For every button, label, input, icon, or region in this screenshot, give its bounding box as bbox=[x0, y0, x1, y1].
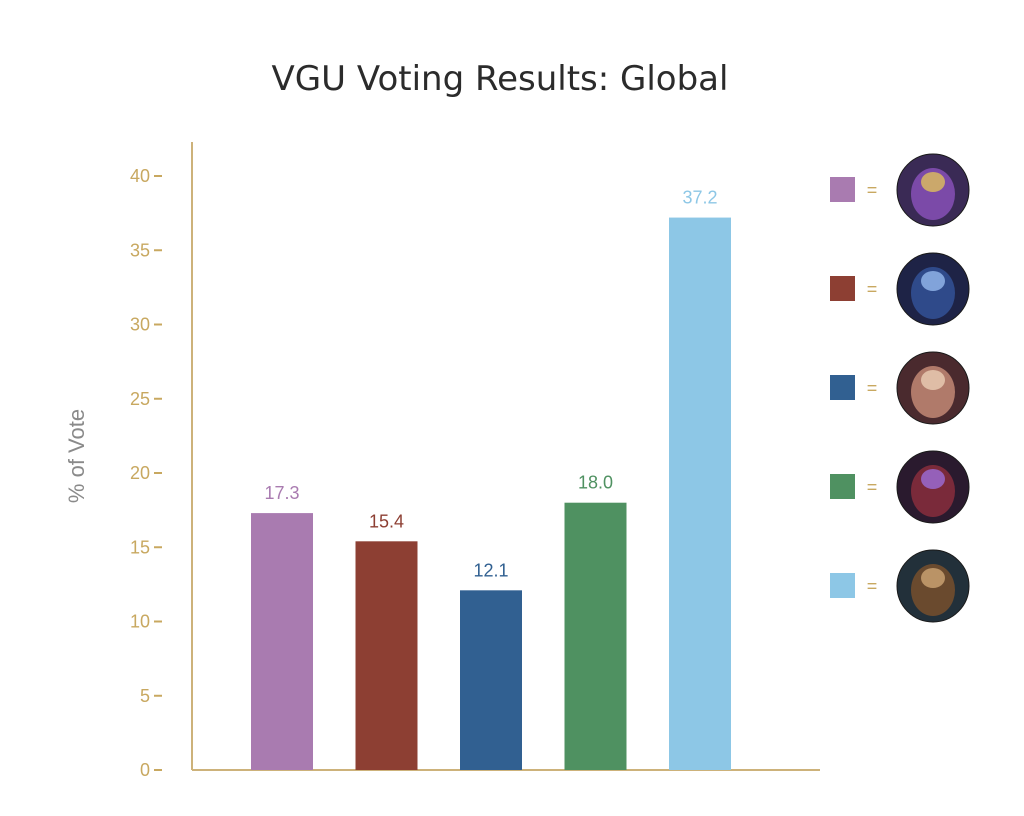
legend-equals: = bbox=[867, 279, 878, 299]
legend-swatch bbox=[830, 375, 855, 400]
purple-skinned-champion-portrait-icon bbox=[896, 450, 970, 524]
bars: 17.3 15.4 12.1 18.0 37.2 bbox=[251, 188, 731, 770]
y-tick-label: 30 bbox=[130, 315, 150, 335]
y-tick-label: 35 bbox=[130, 240, 150, 260]
bar-value-label: 15.4 bbox=[369, 511, 404, 531]
chart-title: VGU Voting Results: Global bbox=[272, 59, 729, 99]
legend-equals: = bbox=[867, 180, 878, 200]
bar bbox=[669, 217, 731, 770]
y-tick-label: 10 bbox=[130, 612, 150, 632]
bar bbox=[355, 541, 418, 770]
legend-swatch bbox=[830, 573, 855, 598]
y-tick-label: 40 bbox=[130, 166, 150, 186]
y-tick-label: 20 bbox=[130, 463, 150, 483]
bar bbox=[460, 590, 522, 770]
y-tick-label: 25 bbox=[130, 389, 150, 409]
legend-equals: = bbox=[867, 477, 878, 497]
y-tick-label: 0 bbox=[140, 760, 150, 780]
y-tick-label: 15 bbox=[130, 537, 150, 557]
legend-swatch bbox=[830, 474, 855, 499]
female-warrior-portrait-icon bbox=[896, 351, 970, 425]
y-axis-ticks: 0 5 10 15 20 25 30 35 40 bbox=[130, 166, 162, 780]
y-axis-label: % of Vote bbox=[64, 409, 89, 503]
legend-equals: = bbox=[867, 378, 878, 398]
werewolf-portrait-icon bbox=[896, 549, 970, 623]
blue-armored-champion-portrait-icon bbox=[896, 252, 970, 326]
purple-champion-portrait-icon bbox=[896, 153, 970, 227]
y-tick-label: 5 bbox=[140, 686, 150, 706]
legend: = = = = = bbox=[830, 153, 970, 623]
bar bbox=[564, 502, 627, 770]
bar-value-label: 18.0 bbox=[578, 473, 613, 493]
bar-value-label: 12.1 bbox=[473, 560, 508, 580]
bar bbox=[251, 513, 313, 770]
bar-value-label: 37.2 bbox=[682, 188, 717, 208]
bar-value-label: 17.3 bbox=[264, 483, 299, 503]
legend-swatch bbox=[830, 276, 855, 301]
legend-swatch bbox=[830, 177, 855, 202]
legend-equals: = bbox=[867, 576, 878, 596]
